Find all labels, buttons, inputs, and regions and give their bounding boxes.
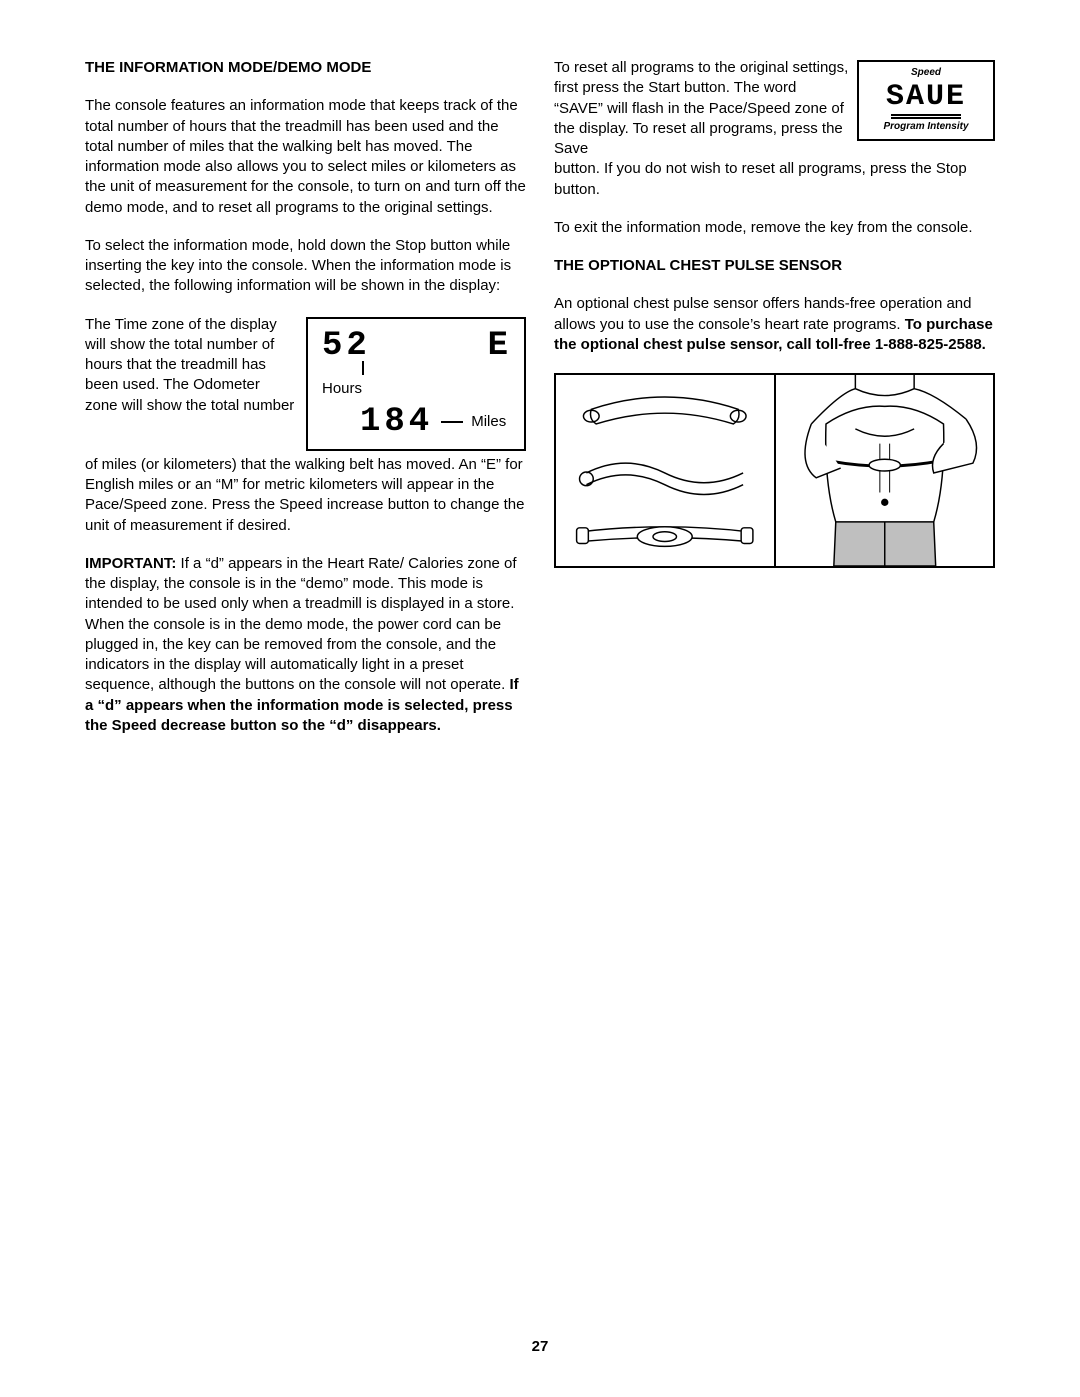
paragraph: The console features an information mode… xyxy=(85,96,526,218)
save-value: SAUE xyxy=(863,82,989,112)
display-unit-letter: E xyxy=(488,329,512,363)
paragraph: To exit the information mode, remove the… xyxy=(554,218,995,238)
save-bottom-label: Program Intensity xyxy=(863,120,989,134)
section-heading-chest-sensor: THE OPTIONAL CHEST PULSE SENSOR xyxy=(554,256,995,276)
paragraph: An optional chest pulse sensor offers ha… xyxy=(554,294,995,355)
text: If a “d” appears in the Heart Rate/ Calo… xyxy=(85,555,517,694)
paragraph-important: IMPORTANT: If a “d” appears in the Heart… xyxy=(85,554,526,736)
save-display-figure: Speed SAUE Program Intensity xyxy=(857,60,995,141)
dash-icon xyxy=(441,421,463,423)
chest-sensor-panel-torso xyxy=(774,375,994,566)
display-miles-label: Miles xyxy=(471,412,506,432)
important-lead: IMPORTANT: xyxy=(85,555,176,572)
underline-icon xyxy=(891,114,961,116)
chest-sensor-panel-strap xyxy=(556,375,774,566)
chest-sensor-figure xyxy=(554,373,995,568)
page-number: 27 xyxy=(0,1337,1080,1357)
save-top-label: Speed xyxy=(863,66,989,80)
tick-mark xyxy=(362,361,364,375)
paragraph: To select the information mode, hold dow… xyxy=(85,236,526,297)
paragraph: button. If you do not wish to reset all … xyxy=(554,159,995,200)
torso-illustration-icon xyxy=(776,375,994,566)
paragraph: of miles (or kilometers) that the walkin… xyxy=(85,455,526,536)
display-miles-value: 184 xyxy=(360,405,433,439)
strap-illustration-icon xyxy=(556,375,774,566)
display-hours-label: Hours xyxy=(322,379,512,399)
display-hours-value: 52 xyxy=(322,327,371,365)
section-heading-info-mode: THE INFORMATION MODE/DEMO MODE xyxy=(85,58,526,78)
info-mode-display-figure: 52 E Hours 184 Miles xyxy=(306,317,526,451)
